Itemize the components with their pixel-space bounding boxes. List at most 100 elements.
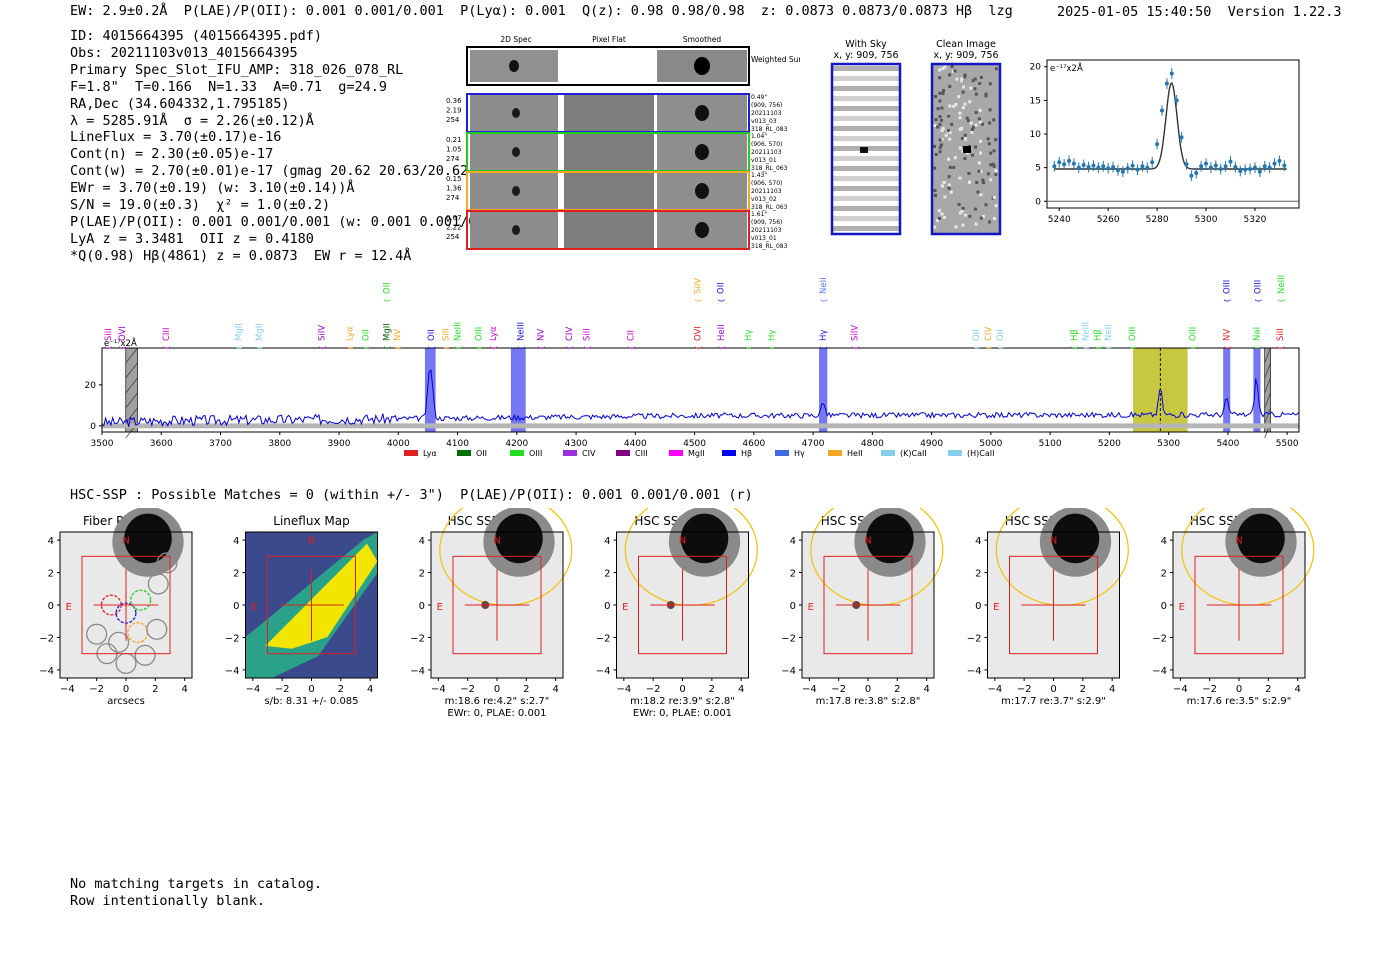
spectrum-line-bracket: { [566,346,574,350]
cutout-meta: (906, 570) [751,141,782,148]
clean-pixel [952,165,956,169]
spectrum-xtick-label: 4400 [624,439,647,449]
north-label: N [679,535,686,546]
spectrum-xtick-label: 3600 [150,439,173,449]
clean-pixel [933,225,937,229]
fit-point [1208,165,1213,170]
footer: No matching targets in catalog. Row inten… [70,876,322,909]
spectrum-line-label: OVI [694,326,704,341]
thumb-ytick-label: 4 [1161,536,1167,547]
fit-point [1233,164,1238,169]
detection-info: ID: 4015664395 (4015664395.pdf) Obs: 202… [70,28,517,265]
thumb-ytick-label: 0 [1161,601,1167,612]
clean-pixel [981,178,985,182]
clean-pixel [994,169,998,173]
spectrum-line-bracket: { [363,346,371,350]
fit-point [1111,164,1116,169]
spectrum-xtick-label: 5400 [1216,439,1239,449]
spectrum-xtick-label: 4700 [802,439,825,449]
thumb-ytick-label: 0 [233,601,239,612]
thumb-ytick-label: −4 [40,666,54,677]
fit-point [1125,166,1130,171]
spectrum-line-label: MgII [382,323,392,341]
clean-pixel [988,121,992,125]
fit-point [1199,164,1204,169]
clean-pixel [940,212,944,216]
fit-point [1189,173,1194,178]
fit-point [1145,165,1150,170]
clean-pixel [938,138,942,142]
cutout-stat: 1.05 [446,146,462,154]
clean-pixel [974,111,978,115]
clean-pixel [954,103,958,107]
thumb-ytick-label: 2 [233,569,239,580]
north-label: N [864,535,871,546]
clean-pixel [979,216,983,220]
clean-pixel [953,69,957,73]
spectrum-line-label: NeIII [454,322,464,341]
spectrum-line-bracket: { [105,346,113,350]
spectrum-line-label: NeIII [1082,322,1092,341]
clean-pixel [948,130,952,134]
clean-pixel [994,204,998,208]
lineflux-peak [265,543,378,649]
clean-pixel [978,120,982,124]
clean-pixel [988,82,992,86]
clean-pixel [940,137,944,141]
clean-pixel [984,203,988,207]
spectrum-xtick-label: 3800 [268,439,291,449]
search-box [638,555,727,655]
clean-pixel [936,107,940,111]
sky-stripe [833,196,899,201]
sky-stripe [833,76,899,81]
spectrum-line-label: Hβ [1094,329,1104,341]
spectrum-line-bracket: { [347,346,355,350]
fit-point [1282,163,1287,168]
clean-pixel [974,92,978,96]
spectrum-hatch [1264,377,1271,394]
clean-pixel [958,176,962,180]
spectrum-xtick-label: 3700 [209,439,232,449]
spectrum-hatch [125,377,138,394]
info-line: S/N = 19.0(±0.3) χ² = 1.0(±0.2) [70,197,331,214]
north-label: N [1050,535,1057,546]
thumb-xtick-label: −4 [1173,684,1188,695]
clean-pixel [940,184,944,188]
spectrum-xtick-label: 5000 [979,439,1002,449]
clean-pixel [952,104,956,108]
clean-source [963,146,971,153]
clean-pixel [988,108,992,112]
clean-pixel [992,118,996,122]
clean-pixel [940,128,944,132]
thumb-xtick-label: 0 [679,684,685,695]
galaxy-core [866,513,914,564]
thumb-xtick-label: 2 [152,684,158,695]
clean-pixel [963,102,967,106]
info-line: Cont(w) = 2.70(±0.01)e-17 (gmag 20.62 20… [70,163,477,180]
thumb-xtick-label: −2 [646,684,661,695]
clean-pixel [984,94,988,98]
fit-point [1159,108,1164,113]
fit-point [1204,161,1209,166]
spectrum-shaded-region [424,348,436,432]
search-box [1009,555,1098,655]
clean-pixel [937,216,941,220]
fit-unit-label: e⁻¹⁷x2Å [1050,62,1083,74]
spectrum-line-label: SiIV [694,278,704,294]
thumb-xtick-label: −2 [1017,684,1032,695]
thumbnail-caption: EWr: 0, PLAE: 0.001 [447,708,546,719]
spectrum-line-bracket: { [695,346,703,350]
sky-title: With Sky [845,39,887,50]
spectrum-hatch [1264,347,1271,364]
thumb-ytick-label: 0 [975,601,981,612]
spectrum-hatch [1264,407,1271,424]
spectrum-line-bracket: { [695,299,703,303]
thumb-xtick-label: 4 [552,684,558,695]
clean-pixel [962,85,966,89]
spectrum-line-bracket: { [820,299,828,303]
clean-pixel [994,67,998,71]
fit-point [1262,164,1267,169]
cutout-meta: v013_03 [751,118,777,125]
galaxy-core [495,513,543,564]
